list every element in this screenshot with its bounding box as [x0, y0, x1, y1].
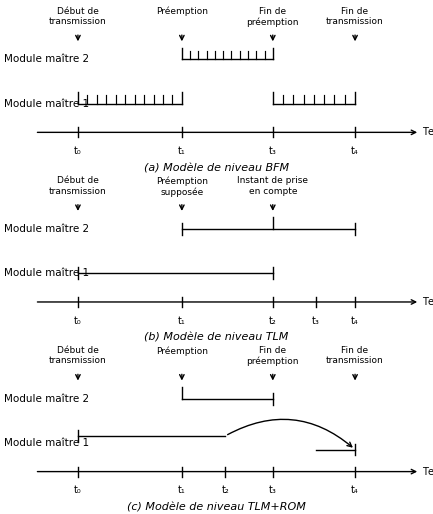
Text: t₁: t₁	[178, 316, 186, 325]
Text: (c) Modèle de niveau TLM+ROM: (c) Modèle de niveau TLM+ROM	[127, 502, 306, 512]
Text: Temps $t_s$: Temps $t_s$	[422, 125, 433, 139]
Text: Module maître 1: Module maître 1	[4, 268, 90, 278]
Text: t₀: t₀	[74, 316, 82, 325]
Text: t₁: t₁	[178, 485, 186, 495]
Text: t₀: t₀	[74, 485, 82, 495]
Text: Préemption
supposée: Préemption supposée	[156, 176, 208, 197]
Text: Début de
transmission: Début de transmission	[49, 7, 107, 26]
FancyArrowPatch shape	[228, 419, 352, 447]
Text: Début de
transmission: Début de transmission	[49, 176, 107, 196]
Text: Instant de prise
en compte: Instant de prise en compte	[237, 176, 308, 196]
Text: Préemption: Préemption	[156, 346, 208, 356]
Text: Module maître 1: Module maître 1	[4, 99, 90, 108]
Text: Module maître 2: Module maître 2	[4, 394, 90, 403]
Text: Fin de
transmission: Fin de transmission	[326, 346, 384, 365]
Text: Module maître 2: Module maître 2	[4, 54, 90, 64]
Text: Fin de
préemption: Fin de préemption	[246, 7, 299, 27]
Text: Fin de
transmission: Fin de transmission	[326, 7, 384, 26]
Text: t₃: t₃	[269, 146, 277, 156]
Text: Module maître 2: Module maître 2	[4, 224, 90, 234]
Text: t₃: t₃	[312, 316, 320, 325]
Text: (b) Modèle de niveau TLM: (b) Modèle de niveau TLM	[144, 333, 289, 343]
Text: t₀: t₀	[74, 146, 82, 156]
Text: Fin de
préemption: Fin de préemption	[246, 346, 299, 366]
Text: t₂: t₂	[269, 316, 277, 325]
Text: (a) Modèle de niveau BFM: (a) Modèle de niveau BFM	[144, 163, 289, 173]
Text: t₄: t₄	[351, 485, 359, 495]
Text: t₄: t₄	[351, 316, 359, 325]
Text: t₂: t₂	[221, 485, 229, 495]
Text: Module maître 1: Module maître 1	[4, 438, 90, 448]
Text: t₁: t₁	[178, 146, 186, 156]
Text: Temps $t_s$: Temps $t_s$	[422, 465, 433, 479]
Text: Début de
transmission: Début de transmission	[49, 346, 107, 365]
Text: t₄: t₄	[351, 146, 359, 156]
Text: Préemption: Préemption	[156, 7, 208, 16]
Text: t₃: t₃	[269, 485, 277, 495]
Text: Temps $t_s$: Temps $t_s$	[422, 295, 433, 309]
